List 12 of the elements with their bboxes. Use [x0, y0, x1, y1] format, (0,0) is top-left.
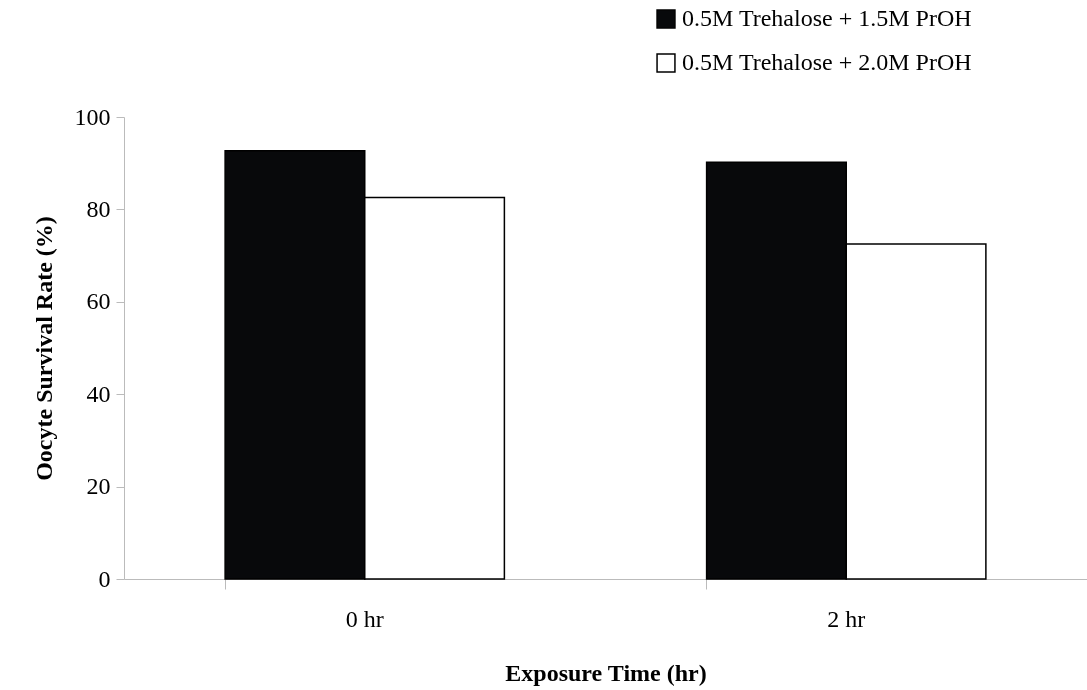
y-tick-label: 60 — [86, 288, 111, 315]
y-tick-label: 80 — [86, 195, 111, 222]
y-tick-label: 100 — [74, 103, 111, 130]
legend-label: 0.5M Trehalose + 1.5M PrOH — [682, 5, 972, 31]
x-tick-label: 2 hr — [827, 605, 866, 632]
x-axis-title: Exposure Time (hr) — [505, 659, 707, 686]
y-tick-label: 40 — [86, 380, 111, 407]
y-tick-label: 0 — [98, 565, 111, 592]
y-tick-label: 20 — [86, 473, 111, 500]
y-axis-title: Oocyte Survival Rate (%) — [30, 216, 57, 481]
legend-label: 0.5M Trehalose + 2.0M PrOH — [682, 49, 972, 75]
x-tick-label: 0 hr — [345, 605, 384, 632]
